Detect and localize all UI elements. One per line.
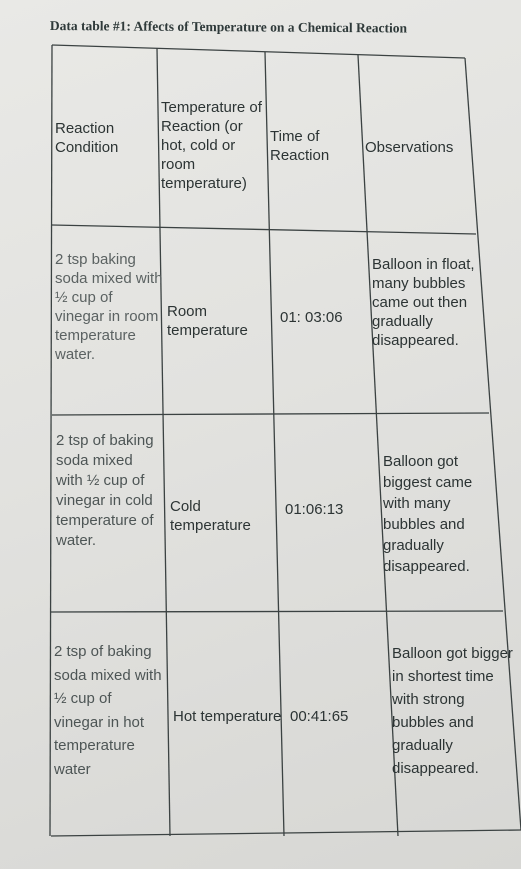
row-3-time: 00:41:65 [290,708,349,725]
header-reaction-condition: Reaction Condition [55,120,119,156]
row-2-temperature: Cold temperature [170,498,251,534]
row-1-temperature: Room temperature [167,303,248,339]
row-1-observations: Balloon in float, many bubbles came out … [372,256,475,349]
header-temperature-of-reaction: Temperature of Reaction (or hot, cold or… [161,99,262,192]
row-1-condition: 2 tsp baking soda mixed with ½ cup of vi… [55,251,163,363]
row-3-observations: Balloon got bigger in shortest time with… [392,645,513,777]
row-1-time: 01: 03:06 [280,309,343,326]
row-2-observations: Balloon got biggest came with many bubbl… [383,453,473,575]
row-2-time: 01:06:13 [285,501,344,518]
row-3-temperature: Hot temperature [173,708,282,725]
row-2-condition: 2 tsp of baking soda mixed with ½ cup of… [56,432,154,549]
row-3-condition: 2 tsp of baking soda mixed with ½ cup of… [54,643,162,778]
header-time-of-reaction: Time of Reaction [270,128,330,164]
header-observations: Observations [365,139,454,156]
